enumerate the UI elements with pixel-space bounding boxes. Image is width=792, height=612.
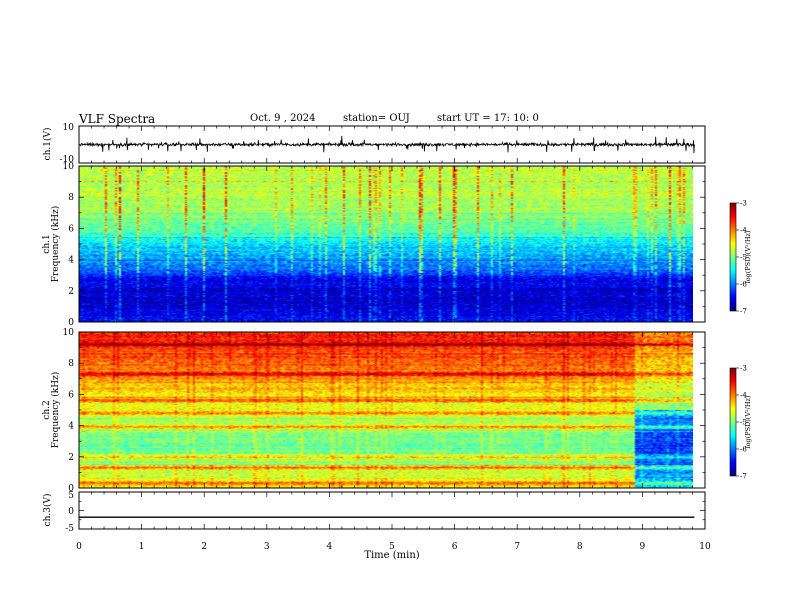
- date-label: Oct. 9 , 2024: [250, 113, 316, 124]
- spec1-yticklabel: 2: [68, 287, 74, 297]
- x-axis-ticklabel: 7: [514, 542, 520, 552]
- spec1-yticklabel: 8: [68, 193, 74, 203]
- colorbar-ch1-gradient: [730, 203, 736, 311]
- x-axis-ticklabel: 5: [389, 542, 395, 552]
- ch3-panel: 5 0 -5 ch.3(V): [42, 491, 706, 534]
- ch3-frame: [78, 491, 706, 530]
- ch2-spectrogram-yticklabels: 0 2 4 6 8 10: [63, 328, 75, 494]
- colorbar-ch2-label: log(PSD)(V²/Hz): [744, 395, 752, 448]
- ch2-spectrogram-image: [79, 332, 693, 488]
- spec2-yticklabel: 4: [68, 422, 74, 432]
- colorbar-ch1-ticklabels: -3 -4 -5 -6 -7: [736, 200, 747, 316]
- ch2-spectrogram-ylabel: Frequency (kHz): [50, 372, 61, 449]
- start-time-label: start UT = 17: 10: 0: [437, 113, 539, 124]
- spec2-yticklabel: 8: [68, 359, 74, 369]
- x-axis-ticklabel: 1: [139, 542, 145, 552]
- x-axis-ticklabel: 9: [640, 542, 646, 552]
- colorbar-ch2: -3 -4 -5 -6 -7 log(PSD)(V²/Hz): [729, 365, 752, 481]
- ch3-ylabel: ch.3(V): [42, 494, 53, 527]
- colorbar-ch2-ticklabel: -3: [740, 365, 747, 373]
- spec1-yticklabel: 0: [68, 318, 74, 328]
- colorbar-ch1-label: log(PSD)(V²/Hz): [744, 230, 752, 283]
- colorbar-ch2-ticklabel: -7: [740, 473, 747, 481]
- colorbar-ch1-ticklabel: -6: [740, 281, 747, 289]
- ch2-spectrogram-ticks: [78, 331, 706, 489]
- ch3-ticks: [78, 491, 706, 530]
- ch2-spectrogram-ylabel-channel: ch.2: [42, 400, 52, 419]
- spec2-yticklabel: 10: [63, 328, 75, 338]
- ch1-spectrogram-yticklabels: 0 2 4 6 8 10: [63, 162, 75, 328]
- colorbar-ch2-ticklabel: -6: [740, 446, 747, 454]
- colorbar-ch1-ticklabel: -5: [740, 254, 747, 262]
- ch1-ytick-bottom: -10: [60, 155, 75, 165]
- spec1-yticklabel: 4: [68, 256, 74, 266]
- colorbar-ch2-gradient: [730, 368, 736, 476]
- spec2-yticklabel: 6: [68, 390, 74, 400]
- colorbar-ch2-ticklabels: -3 -4 -5 -6 -7: [736, 365, 747, 481]
- x-axis-ticklabel: 0: [76, 542, 82, 552]
- colorbar-ch1: -3 -4 -5 -6 -7 log(PSD)(V²/Hz): [729, 200, 752, 316]
- ch1-ticks: [78, 126, 706, 163]
- x-axis-ticklabels: 0 1 2 3 4 5 6 7 8 9 10: [76, 542, 711, 552]
- ch1-spectrogram-ylabel: Frequency (kHz): [50, 206, 61, 283]
- station-label: station= OUJ: [343, 113, 410, 124]
- ch1-trace: [78, 135, 695, 154]
- x-axis-label: Time (min): [364, 550, 419, 561]
- ch1-spectrogram-image: [79, 166, 693, 322]
- colorbar-ch1-ticklabel: -7: [740, 308, 747, 316]
- figure-title: VLF Spectra: [79, 112, 156, 126]
- ch1-ylabel: ch.1(V): [42, 128, 53, 161]
- colorbar-ch1-ticklabel: -4: [740, 227, 747, 235]
- x-axis-ticklabel: 4: [327, 542, 333, 552]
- spec1-yticklabel: 10: [63, 162, 75, 172]
- ch3-ytick-bottom: -5: [65, 524, 74, 534]
- ch1-panel: 10 -10 ch.1(V): [42, 123, 706, 165]
- ch1-spectrogram-panel: 0 2 4 6 8 10 ch.1 Frequency (kHz): [42, 162, 706, 328]
- colorbar-ch2-ticklabel: -4: [740, 392, 747, 400]
- ch1-spectrogram-ylabel-channel: ch.1: [42, 234, 52, 253]
- ch3-ytick-top: 5: [68, 491, 74, 501]
- x-axis-ticklabel: 2: [201, 542, 207, 552]
- spec2-yticklabel: 2: [68, 453, 74, 463]
- x-axis-ticklabel: 8: [577, 542, 583, 552]
- ch1-spectrogram-ticks: [78, 165, 706, 323]
- ch1-ytick-top: 10: [63, 123, 75, 133]
- spec1-yticklabel: 6: [68, 224, 74, 234]
- colorbar-ch1-ticklabel: -3: [740, 200, 747, 208]
- colorbar-ch2-ticklabel: -5: [740, 419, 747, 427]
- x-axis-ticklabel: 6: [452, 542, 458, 552]
- x-axis-ticklabel: 10: [699, 542, 711, 552]
- x-axis-ticklabel: 3: [264, 542, 270, 552]
- ch2-spectrogram-panel: 0 2 4 6 8 10 ch.2 Frequency (kHz): [42, 328, 706, 494]
- spec2-yticklabel: 0: [68, 484, 74, 494]
- ch3-ytick-mid: 0: [68, 507, 74, 517]
